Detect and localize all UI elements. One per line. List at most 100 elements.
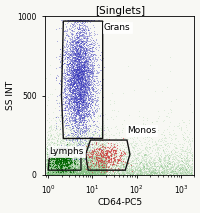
Point xyxy=(66,138,70,141)
Point xyxy=(47,156,50,159)
Point xyxy=(82,55,85,59)
Point xyxy=(80,144,83,148)
Point xyxy=(94,154,97,157)
Point xyxy=(65,162,68,166)
Point xyxy=(89,63,93,66)
Point xyxy=(104,167,107,170)
Point xyxy=(87,83,90,87)
Point xyxy=(81,50,84,53)
Point xyxy=(63,173,66,176)
Point xyxy=(85,59,89,62)
Point xyxy=(123,149,126,153)
Point xyxy=(82,166,85,169)
Point xyxy=(113,152,117,155)
Point xyxy=(80,167,83,170)
Point xyxy=(52,169,55,173)
Point xyxy=(81,71,85,74)
Point xyxy=(76,59,79,63)
Point xyxy=(150,141,153,144)
Point xyxy=(67,163,70,166)
Point xyxy=(96,164,100,168)
Point xyxy=(80,75,83,78)
Point xyxy=(66,156,69,160)
Point xyxy=(129,165,133,168)
Point xyxy=(78,58,81,61)
Point xyxy=(50,166,53,169)
Point xyxy=(59,18,62,21)
Point xyxy=(101,162,104,166)
Point xyxy=(85,132,88,136)
Point xyxy=(98,79,102,83)
Point xyxy=(140,173,143,176)
Point xyxy=(52,172,56,176)
Point xyxy=(58,61,62,64)
Point xyxy=(67,150,70,153)
Point xyxy=(84,155,87,158)
Point xyxy=(52,154,55,158)
Point xyxy=(78,158,81,161)
Point xyxy=(67,159,70,163)
Point xyxy=(63,158,67,162)
Point xyxy=(180,118,183,122)
Point xyxy=(178,160,181,163)
Point xyxy=(83,107,86,111)
Point xyxy=(81,158,84,161)
Point xyxy=(84,65,88,68)
Point xyxy=(80,79,84,83)
Point xyxy=(71,91,74,94)
Point xyxy=(75,171,78,174)
Point xyxy=(78,117,81,121)
Point xyxy=(50,157,53,161)
Point xyxy=(167,156,171,160)
Point xyxy=(68,172,72,175)
Point xyxy=(90,173,93,177)
Point xyxy=(62,62,65,65)
Point xyxy=(45,167,48,170)
Point xyxy=(72,74,76,78)
Point xyxy=(77,72,80,75)
Point xyxy=(88,161,91,164)
Point xyxy=(157,151,160,154)
Point xyxy=(85,170,88,173)
Point xyxy=(67,88,70,91)
Point xyxy=(93,170,96,173)
Point xyxy=(56,73,59,77)
Point xyxy=(102,165,105,168)
Point xyxy=(93,112,96,115)
Point xyxy=(104,164,107,168)
Point xyxy=(109,150,112,153)
Point xyxy=(104,151,107,154)
Point xyxy=(56,167,59,171)
Point xyxy=(60,147,64,150)
Point xyxy=(89,169,92,173)
Point xyxy=(174,162,177,165)
Point xyxy=(71,30,74,33)
Point xyxy=(136,173,139,176)
Point xyxy=(70,82,73,86)
Point xyxy=(59,170,63,173)
Point xyxy=(85,42,88,46)
Point xyxy=(50,162,53,166)
Point xyxy=(56,159,59,162)
Point xyxy=(171,160,175,163)
Point xyxy=(58,172,61,175)
Point xyxy=(184,161,187,165)
Point xyxy=(52,162,56,166)
Point xyxy=(95,167,98,171)
Point xyxy=(122,158,125,161)
Point xyxy=(76,138,79,141)
Point xyxy=(83,50,86,54)
Point xyxy=(118,171,121,174)
Point xyxy=(78,92,81,95)
Point xyxy=(75,104,78,107)
Point xyxy=(78,169,81,172)
Point xyxy=(49,157,52,161)
Point xyxy=(105,149,108,152)
Point xyxy=(76,18,79,21)
Point xyxy=(79,98,83,102)
Point xyxy=(59,167,62,170)
Point xyxy=(75,56,78,59)
Point xyxy=(184,149,187,152)
Point xyxy=(172,170,176,173)
Point xyxy=(82,18,85,21)
